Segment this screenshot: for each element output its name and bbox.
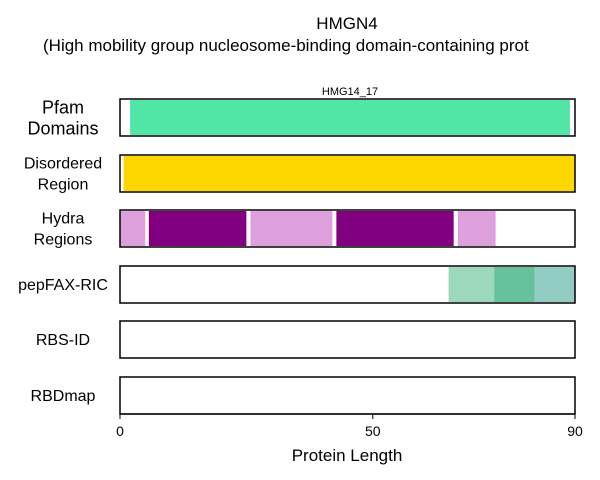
track-label: pepFAX-RIC [18,277,108,294]
track-label: RBS-ID [36,332,90,349]
track-label: Region [38,177,89,194]
x-tick-label: 0 [116,423,124,439]
track-3-segment-1 [494,267,535,302]
track-0-segment-0 [130,100,570,135]
segment-label: HMG14_17 [322,86,378,98]
track-frame [119,154,576,193]
track-frame [119,209,576,248]
track-frame [119,320,576,359]
track-label: RBDmap [31,388,96,405]
chart-title: HMGN4 [316,14,377,33]
track-background [120,377,575,414]
track-2-segment-4 [457,211,496,246]
x-axis-title: Protein Length [292,446,403,465]
track-3-segment-0 [448,267,495,302]
track-label: Pfam [42,97,84,117]
chart-subtitle: (High mobility group nucleosome-binding … [43,36,529,55]
track-frame [119,98,576,137]
track-1-segment-0 [123,156,576,191]
track-1: Disordered Region [24,154,576,194]
track-label: Hydra [42,211,85,228]
x-tick-label: 50 [365,423,381,439]
track-3-segment-2 [534,267,575,302]
track-5: RBDmap [31,376,576,415]
track-2: Hydra Regions [34,209,576,249]
x-tick-label: 90 [567,423,583,439]
track-4: RBS-ID [36,320,576,359]
track-2-segment-1 [148,211,247,246]
track-3: pepFAX-RIC [18,265,576,304]
x-axis: 0 50 90 [116,413,583,439]
track-label: Domains [27,118,98,138]
track-label: Regions [34,232,93,249]
track-label: Disordered [24,156,102,173]
track-frame [119,265,576,304]
track-background [120,321,575,358]
track-2-segment-3 [336,211,454,246]
track-2-segment-0 [120,211,146,246]
track-2-segment-2 [250,211,333,246]
